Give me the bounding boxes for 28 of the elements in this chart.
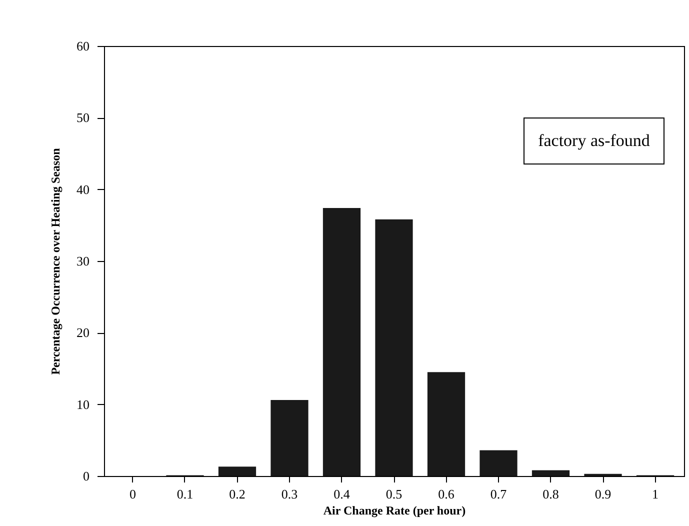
x-tick-label: 0 <box>129 486 136 502</box>
y-tick-label: 20 <box>76 325 90 340</box>
annotation: factory as-found <box>538 131 650 150</box>
bar <box>322 208 361 476</box>
y-tick-label: 60 <box>76 38 90 54</box>
x-tick-label: 0.7 <box>490 486 508 502</box>
bar <box>427 372 466 476</box>
y-axis-title: Percentage Occurrence over Heating Season <box>48 148 62 375</box>
x-tick-label: 0.6 <box>438 486 455 502</box>
y-tick-label: 50 <box>76 110 90 126</box>
bar <box>375 219 413 476</box>
x-tick-label: 0.9 <box>594 486 612 502</box>
x-axis-title: Air Change Rate (per hour) <box>323 504 466 518</box>
bar <box>218 466 256 476</box>
y-tick-label: 10 <box>76 396 90 412</box>
bar <box>532 470 570 476</box>
x-tick-label: 0.3 <box>281 486 298 502</box>
y-tick-label: 0 <box>83 468 90 484</box>
x-tick-label: 0.1 <box>176 486 194 502</box>
bar <box>270 400 308 476</box>
x-tick-label: 0.8 <box>542 486 559 502</box>
x-tick-label: 0.4 <box>334 486 350 502</box>
bar <box>480 450 518 476</box>
x-tick-label: 0.2 <box>229 486 246 502</box>
x-tick-label: 1 <box>652 486 659 502</box>
y-tick-label: 30 <box>76 254 90 268</box>
x-tick-label: 0.5 <box>386 486 402 502</box>
y-tick-label: 40 <box>76 182 90 197</box>
